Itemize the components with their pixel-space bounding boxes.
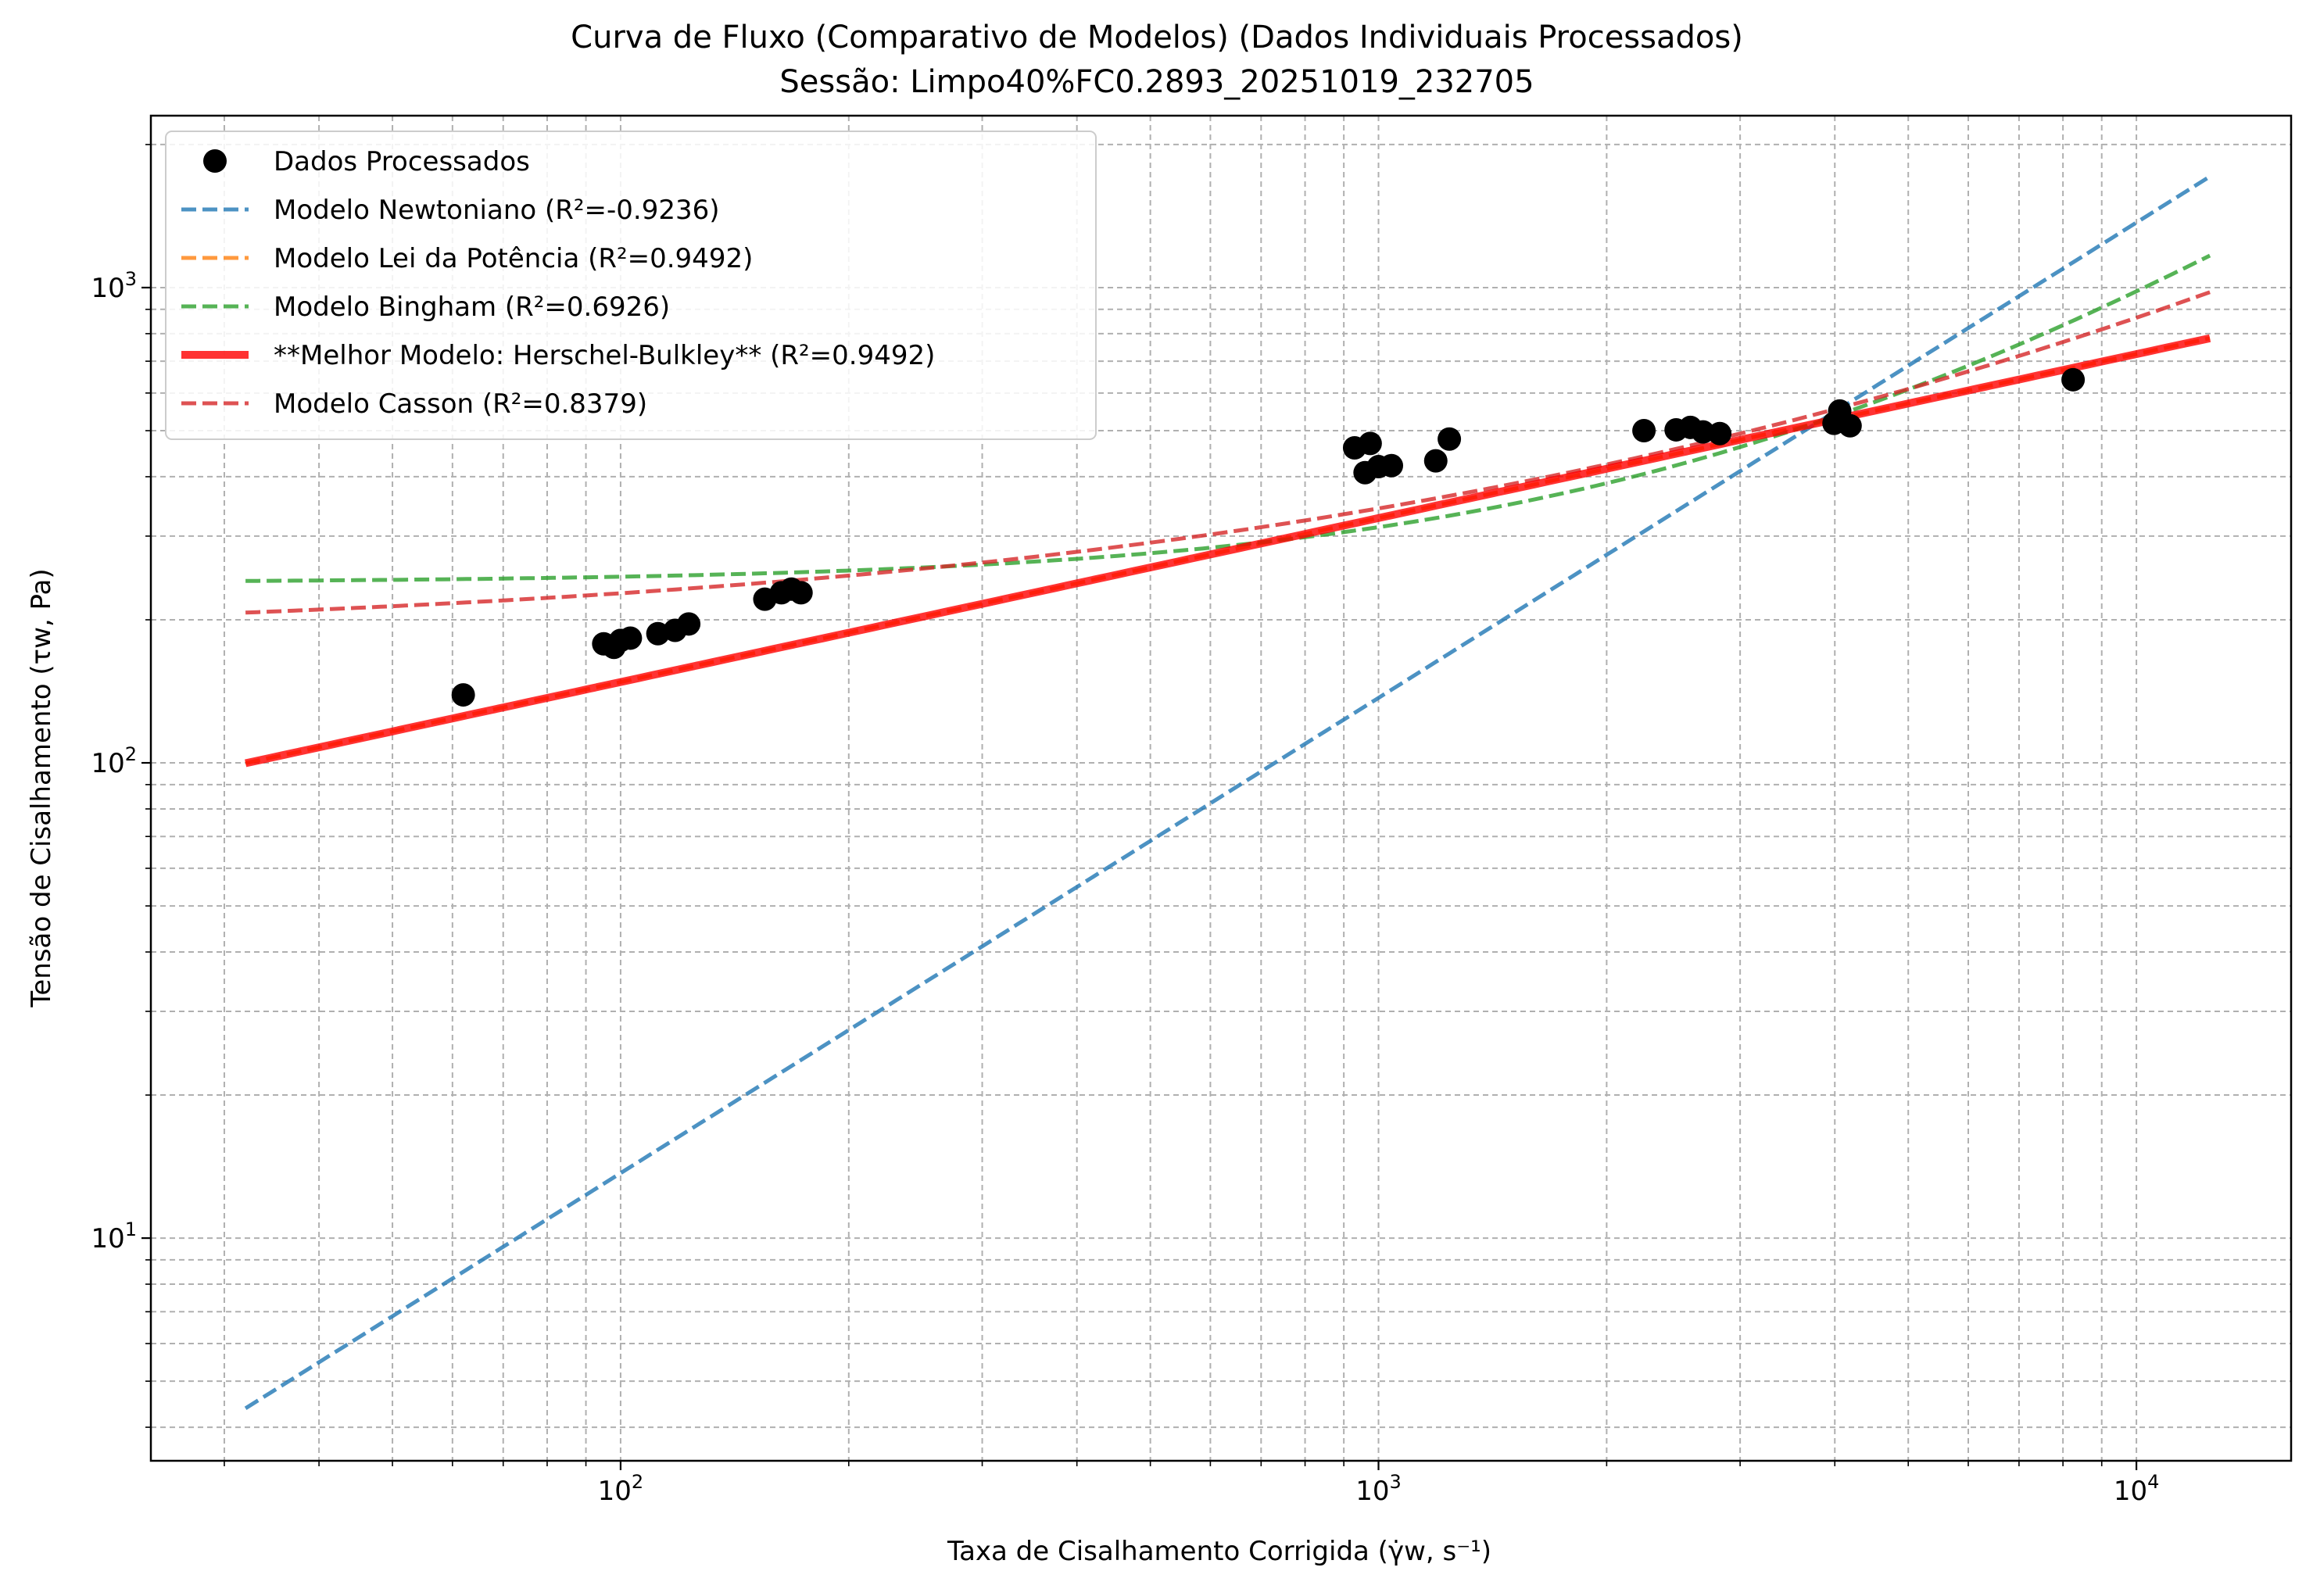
data-point [789, 581, 813, 605]
data-point [1632, 419, 1656, 443]
y-tick-label: 103 [91, 268, 137, 304]
legend-label: Modelo Newtoniano (R²=-0.9236) [274, 195, 719, 226]
x-tick-label: 104 [2114, 1471, 2160, 1507]
y-tick-label: 101 [91, 1218, 137, 1254]
legend-label: Modelo Bingham (R²=0.6926) [274, 292, 670, 323]
data-point [1838, 413, 1862, 438]
chart-subtitle: Sessão: Limpo40%FC0.2893_20251019_232705 [779, 64, 1534, 100]
data-point [618, 626, 643, 650]
y-axis-label: Tensão de Cisalhamento (τw, Pa) [26, 568, 57, 1007]
x-axis-label: Taxa de Cisalhamento Corrigida (γ̇w, s⁻¹… [947, 1536, 1491, 1567]
x-tick-label: 102 [598, 1471, 644, 1507]
chart-title: Curva de Fluxo (Comparativo de Modelos) … [571, 20, 1743, 55]
legend-label: Modelo Lei da Potência (R²=0.9492) [274, 243, 753, 274]
legend: Dados Processados Modelo Newtoniano (R²=-… [165, 131, 1097, 440]
data-point [2061, 367, 2086, 392]
axis-ticks: 102 103 104 101 102 103 [91, 144, 2160, 1507]
plot-frame [149, 114, 2293, 1462]
series-line [245, 290, 2211, 615]
series-line [244, 174, 2211, 1411]
data-point [1380, 453, 1404, 478]
legend-label: **Melhor Modelo: Herschel-Bulkley** (R²=… [274, 340, 935, 371]
series-line [245, 334, 2211, 768]
data-point [677, 612, 701, 636]
model-curves [244, 174, 2211, 1411]
legend-box [165, 131, 1097, 440]
data-point [1358, 431, 1382, 456]
data-point [1438, 427, 1462, 451]
data-point [1708, 421, 1732, 446]
series-line [245, 253, 2211, 583]
data-point [451, 683, 475, 707]
grid [151, 116, 2291, 1461]
data-point [1423, 449, 1448, 473]
legend-label: Dados Processados [274, 146, 530, 177]
legend-marker [203, 149, 227, 173]
x-tick-label: 103 [1355, 1471, 1402, 1507]
data-points [451, 367, 2086, 707]
legend-label: Modelo Casson (R²=0.8379) [274, 388, 647, 420]
y-tick-label: 102 [91, 743, 137, 779]
